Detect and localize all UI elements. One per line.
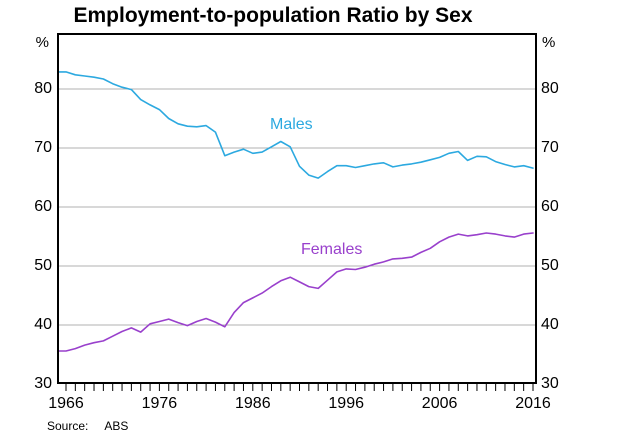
x-tick-label-1966: 1966 xyxy=(48,395,84,412)
x-tick-label-2016: 2016 xyxy=(515,395,551,412)
y-tick-label-left-30: 30 xyxy=(34,375,52,392)
y-tick-label-left-40: 40 xyxy=(34,316,52,333)
x-tick-label-1996: 1996 xyxy=(328,395,364,412)
males-series-line xyxy=(58,71,534,179)
y-tick-label-right-40: 40 xyxy=(541,316,559,333)
source-note: Source: ABS xyxy=(47,419,128,433)
y-tick-label-left-60: 60 xyxy=(34,198,52,215)
x-tick-label-1976: 1976 xyxy=(141,395,178,412)
chart-title: Employment-to-population Ratio by Sex xyxy=(73,4,473,27)
females-series-label: Females xyxy=(301,241,363,258)
plot-area xyxy=(57,33,537,391)
y-axis-unit-left: % xyxy=(35,34,49,51)
y-tick-label-right-60: 60 xyxy=(541,198,559,215)
females-series-line xyxy=(58,232,534,352)
y-tick-label-right-80: 80 xyxy=(541,80,559,97)
y-tick-label-right-70: 70 xyxy=(541,139,559,156)
y-tick-label-left-70: 70 xyxy=(34,139,52,156)
y-axis-unit-right: % xyxy=(542,34,556,51)
y-tick-label-left-50: 50 xyxy=(34,257,52,274)
males-series-label: Males xyxy=(270,116,313,133)
y-tick-label-left-80: 80 xyxy=(34,80,52,97)
source-label: Source: xyxy=(47,419,89,433)
y-tick-label-right-30: 30 xyxy=(541,375,559,392)
x-tick-label-2006: 2006 xyxy=(421,395,458,412)
source-value: ABS xyxy=(104,419,129,433)
x-tick-label-1986: 1986 xyxy=(235,395,271,412)
y-tick-label-right-50: 50 xyxy=(541,257,559,274)
plot-border xyxy=(57,33,537,384)
